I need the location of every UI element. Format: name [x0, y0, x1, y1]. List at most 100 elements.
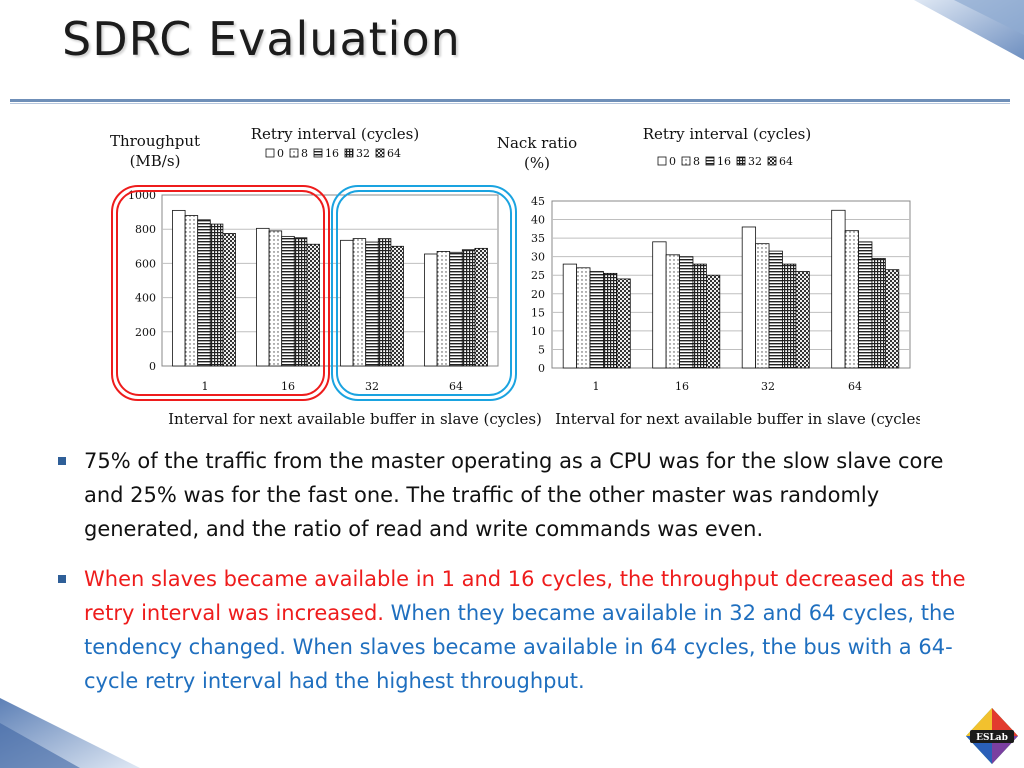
- bar-16-retry-16: [281, 235, 295, 367]
- y-tick-label: 10: [531, 325, 545, 338]
- blue-highlight-outer: [331, 185, 517, 401]
- y-tick-label: 200: [135, 326, 156, 339]
- bar-32-retry-16: [768, 250, 783, 369]
- y-tick-label: 0: [538, 362, 545, 375]
- bar-16-retry-8: [268, 230, 283, 367]
- bar-64-retry-16: [858, 241, 873, 369]
- y-axis-label: (%): [524, 154, 550, 172]
- x-tick-label: 32: [761, 380, 775, 393]
- bar-64-retry-8: [436, 251, 451, 367]
- legend-entry: 16: [325, 147, 339, 160]
- legend-swatch: [736, 156, 746, 166]
- bar-1-retry-0: [562, 263, 578, 369]
- bar-32-retry-0: [741, 226, 757, 369]
- bar-16-retry-16: [679, 256, 694, 369]
- bar-64-retry-16: [449, 251, 463, 367]
- evaluation-figure: Throughput (MB/s) Retry interval (cycles) 0…: [110, 125, 920, 428]
- x-tick-label: 16: [675, 380, 689, 393]
- bar-32-retry-0: [340, 239, 354, 367]
- logo-text: ESLab: [976, 733, 1008, 743]
- x-tick-label: 64: [449, 380, 463, 393]
- legend-swatch: [657, 156, 667, 166]
- legend-entry: 64: [779, 155, 793, 168]
- legend-entry: 8: [693, 155, 700, 168]
- eslab-logo: ESLab: [966, 708, 1018, 764]
- legend-swatch: [705, 156, 715, 166]
- nack-ratio-chart: Nack ratio(%)Retry interval (cycles)0 8 16…: [497, 125, 920, 428]
- y-tick-label: 600: [135, 257, 156, 270]
- bar-1-retry-16: [197, 219, 211, 367]
- bullet-square-icon: [58, 457, 66, 465]
- legend-swatch: [265, 148, 275, 158]
- legend-entry: 0: [277, 147, 284, 160]
- title-rule: [10, 99, 1010, 102]
- corner-decoration-top: [914, 0, 1024, 60]
- legend-swatch: [289, 148, 299, 158]
- bar-1-retry-32: [603, 272, 618, 369]
- bullet-throughput-red-text: When slaves became available in 1 and 16…: [84, 567, 966, 625]
- bar-16-retry-32: [692, 263, 707, 369]
- bullet-traffic: 75% of the traffic from the master opera…: [58, 444, 978, 546]
- x-axis-label: Interval for next available buffer in sl…: [168, 410, 542, 428]
- bar-32-retry-32: [782, 263, 797, 369]
- bar-1-retry-64: [616, 278, 631, 369]
- legend-entry: 32: [748, 155, 762, 168]
- bar-32-retry-64: [795, 271, 810, 369]
- y-tick-label: 15: [531, 306, 545, 319]
- legend-entry: 16: [717, 155, 731, 168]
- red-highlight-inner: [116, 190, 325, 396]
- legend-entry: 32: [356, 147, 370, 160]
- bar-32-retry-16: [365, 241, 379, 367]
- bar-32-retry-32: [377, 238, 392, 367]
- bar-64-retry-32: [871, 258, 886, 369]
- x-tick-label: 32: [365, 380, 379, 393]
- bar-16-retry-32: [293, 237, 308, 367]
- bar-64-retry-64: [884, 269, 900, 369]
- red-highlight-outer: [111, 185, 330, 401]
- bar-64-retry-8: [844, 230, 859, 369]
- bullet-list: 75% of the traffic from the master opera…: [58, 444, 978, 714]
- y-tick-label: 45: [531, 195, 545, 208]
- bar-16-retry-64: [705, 274, 721, 369]
- blue-highlight-inner: [336, 190, 512, 396]
- slide-title: SDRC Evaluation: [62, 12, 461, 66]
- legend-title: Retry interval (cycles): [643, 125, 811, 143]
- bar-1-retry-32: [209, 223, 224, 367]
- bar-16-retry-0: [256, 227, 270, 367]
- bar-32-retry-64: [390, 245, 404, 367]
- legend-swatch: [375, 148, 385, 158]
- y-tick-label: 30: [531, 251, 545, 264]
- y-axis-label: (MB/s): [130, 152, 181, 170]
- y-tick-label: 40: [531, 214, 545, 227]
- bar-16-retry-8: [665, 254, 680, 369]
- corner-decoration-bottom: [0, 698, 140, 768]
- x-tick-label: 1: [593, 380, 600, 393]
- bar-64-retry-0: [831, 209, 846, 369]
- x-tick-label: 16: [281, 380, 295, 393]
- bar-1-retry-16: [589, 271, 604, 369]
- title-rule-thin: [10, 103, 1010, 104]
- x-axis-label: Interval for next available buffer in sl…: [555, 410, 920, 428]
- bar-32-retry-8: [352, 238, 367, 367]
- bar-1-retry-8: [184, 215, 199, 367]
- bullet-square-icon: [58, 575, 66, 583]
- bar-16-retry-0: [652, 241, 667, 369]
- y-tick-label: 35: [531, 232, 545, 245]
- y-tick-label: 20: [531, 288, 545, 301]
- y-tick-label: 25: [531, 269, 545, 282]
- y-tick-label: 800: [135, 223, 156, 236]
- y-tick-label: 5: [538, 343, 545, 356]
- legend-entry: 8: [301, 147, 308, 160]
- bullet-throughput: When slaves became available in 1 and 16…: [58, 562, 978, 698]
- legend-entry: 64: [387, 147, 401, 160]
- y-axis-label: Nack ratio: [497, 134, 577, 152]
- x-tick-label: 1: [202, 380, 209, 393]
- bar-1-retry-0: [172, 209, 186, 367]
- bar-64-retry-0: [424, 253, 438, 367]
- bar-64-retry-64: [474, 247, 488, 367]
- legend-swatch: [767, 156, 777, 166]
- legend-swatch: [313, 148, 323, 158]
- bar-1-retry-8: [576, 267, 591, 369]
- x-tick-label: 64: [848, 380, 862, 393]
- legend-entry: 0: [669, 155, 676, 168]
